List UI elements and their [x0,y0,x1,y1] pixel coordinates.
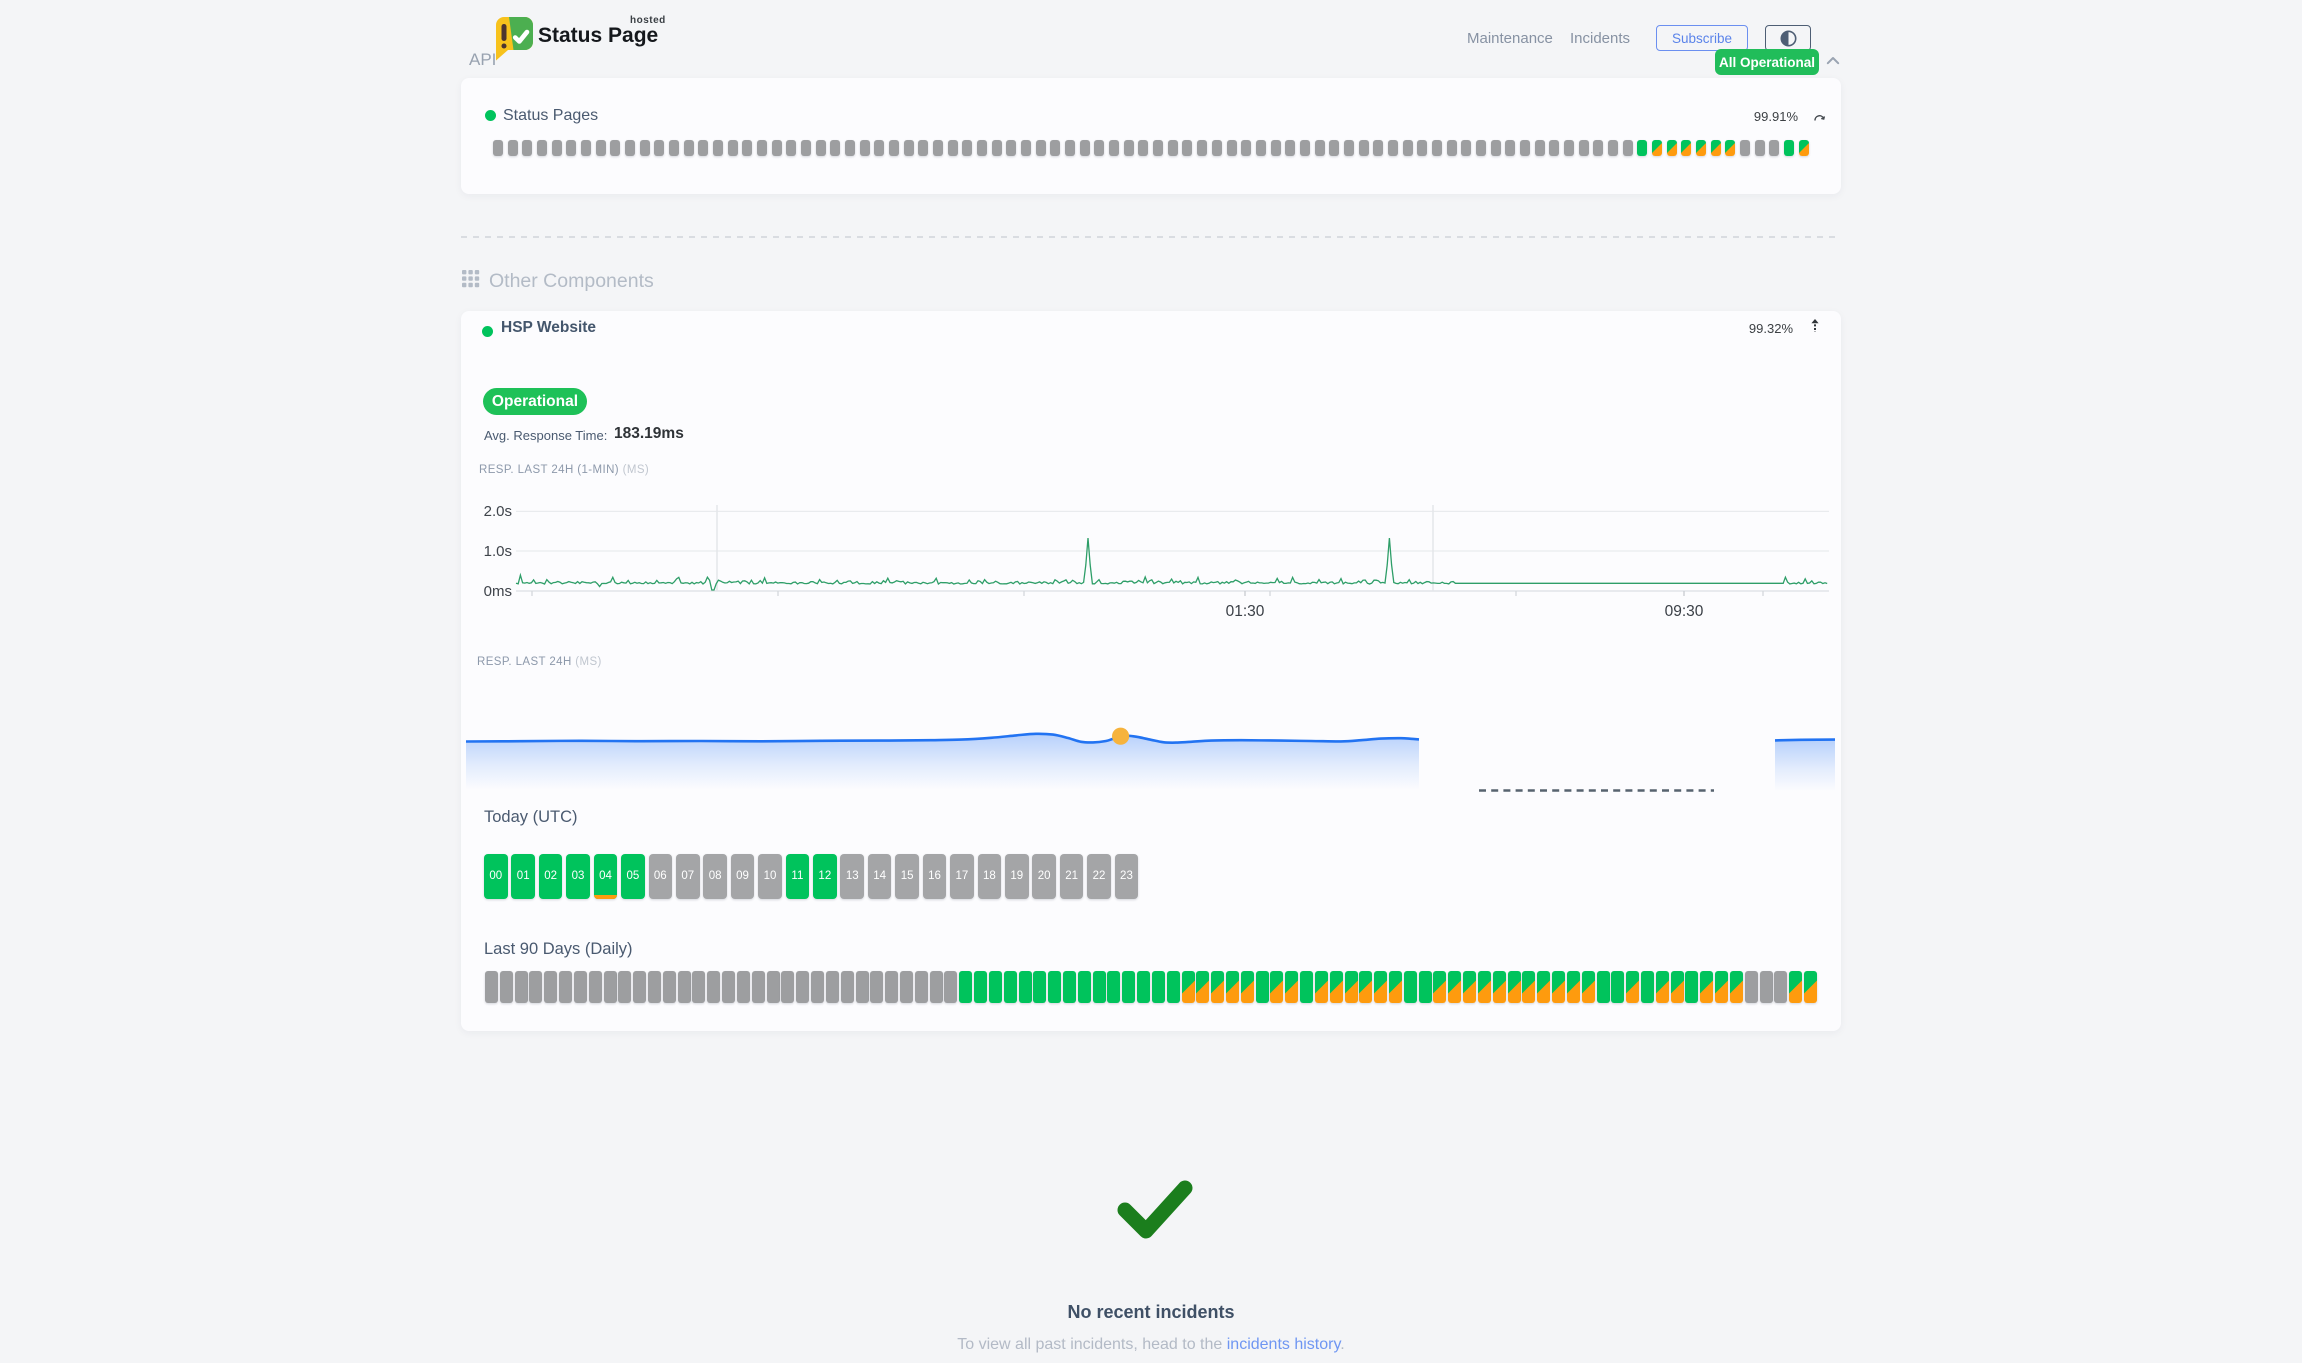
svg-text:2.0s: 2.0s [484,503,512,520]
svg-text:01:30: 01:30 [1226,603,1265,620]
svg-text:1.0s: 1.0s [484,543,512,560]
svg-text:09:30: 09:30 [1665,603,1704,620]
svg-text:0ms: 0ms [484,583,512,600]
